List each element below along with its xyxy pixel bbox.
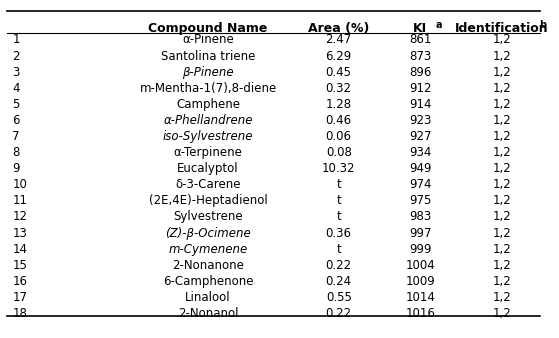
Text: 0.55: 0.55 (326, 291, 352, 304)
Text: 10.32: 10.32 (322, 162, 356, 175)
Text: 873: 873 (409, 50, 432, 63)
Text: 14: 14 (12, 243, 27, 256)
Text: t: t (337, 211, 341, 223)
Text: 923: 923 (409, 114, 432, 127)
Text: Area (%): Area (%) (308, 22, 369, 35)
Text: 1016: 1016 (405, 307, 435, 320)
Text: 2-Nonanol: 2-Nonanol (178, 307, 238, 320)
Text: 975: 975 (409, 194, 432, 207)
Text: Sylvestrene: Sylvestrene (173, 211, 243, 223)
Text: Identification: Identification (455, 22, 549, 35)
Text: 0.32: 0.32 (326, 82, 352, 95)
Text: Linalool: Linalool (186, 291, 231, 304)
Text: 1,2: 1,2 (492, 114, 511, 127)
Text: 1,2: 1,2 (492, 33, 511, 46)
Text: 1,2: 1,2 (492, 259, 511, 272)
Text: 1,2: 1,2 (492, 307, 511, 320)
Text: 999: 999 (409, 243, 432, 256)
Text: 934: 934 (409, 146, 432, 159)
Text: 861: 861 (409, 33, 432, 46)
Text: Santolina triene: Santolina triene (161, 50, 255, 63)
Text: t: t (337, 194, 341, 207)
Text: 997: 997 (409, 226, 432, 240)
Text: 1,2: 1,2 (492, 130, 511, 143)
Text: 12: 12 (12, 211, 27, 223)
Text: 1.28: 1.28 (326, 98, 352, 111)
Text: a: a (435, 20, 442, 30)
Text: 1,2: 1,2 (492, 211, 511, 223)
Text: α-Phellandrene: α-Phellandrene (163, 114, 253, 127)
Text: 1014: 1014 (405, 291, 435, 304)
Text: 1,2: 1,2 (492, 162, 511, 175)
Text: 13: 13 (12, 226, 27, 240)
Text: m-Cymenene: m-Cymenene (168, 243, 248, 256)
Text: t: t (337, 243, 341, 256)
Text: 1,2: 1,2 (492, 243, 511, 256)
Text: 6-Camphenone: 6-Camphenone (163, 275, 253, 288)
Text: 6.29: 6.29 (325, 50, 352, 63)
Text: b: b (539, 20, 546, 30)
Text: α-Terpinene: α-Terpinene (174, 146, 243, 159)
Text: 1,2: 1,2 (492, 291, 511, 304)
Text: KI: KI (413, 22, 428, 35)
Text: 3: 3 (12, 66, 20, 79)
Text: 1,2: 1,2 (492, 146, 511, 159)
Text: 1,2: 1,2 (492, 66, 511, 79)
Text: m-Mentha-1(7),8-diene: m-Mentha-1(7),8-diene (140, 82, 277, 95)
Text: 6: 6 (12, 114, 20, 127)
Text: 5: 5 (12, 98, 20, 111)
Text: 1,2: 1,2 (492, 50, 511, 63)
Text: 974: 974 (409, 178, 432, 191)
Text: Camphene: Camphene (176, 98, 240, 111)
Text: 17: 17 (12, 291, 27, 304)
Text: 9: 9 (12, 162, 20, 175)
Text: 0.06: 0.06 (326, 130, 352, 143)
Text: 2: 2 (12, 50, 20, 63)
Text: 912: 912 (409, 82, 432, 95)
Text: 4: 4 (12, 82, 20, 95)
Text: 10: 10 (12, 178, 27, 191)
Text: 983: 983 (409, 211, 432, 223)
Text: 1,2: 1,2 (492, 82, 511, 95)
Text: 1,2: 1,2 (492, 178, 511, 191)
Text: 16: 16 (12, 275, 27, 288)
Text: t: t (337, 178, 341, 191)
Text: 914: 914 (409, 98, 432, 111)
Text: δ-3-Carene: δ-3-Carene (176, 178, 241, 191)
Text: 2.47: 2.47 (325, 33, 352, 46)
Text: iso-Sylvestrene: iso-Sylvestrene (163, 130, 253, 143)
Text: 1004: 1004 (405, 259, 435, 272)
Text: 8: 8 (12, 146, 20, 159)
Text: 1,2: 1,2 (492, 226, 511, 240)
Text: 15: 15 (12, 259, 27, 272)
Text: 0.24: 0.24 (326, 275, 352, 288)
Text: β-Pinene: β-Pinene (182, 66, 234, 79)
Text: Eucalyptol: Eucalyptol (177, 162, 239, 175)
Text: 927: 927 (409, 130, 432, 143)
Text: 7: 7 (12, 130, 20, 143)
Text: 2-Nonanone: 2-Nonanone (172, 259, 244, 272)
Text: Compound Name: Compound Name (149, 22, 268, 35)
Text: 0.22: 0.22 (326, 259, 352, 272)
Text: 1,2: 1,2 (492, 194, 511, 207)
Text: 11: 11 (12, 194, 27, 207)
Text: 896: 896 (409, 66, 432, 79)
Text: (2E,4E)-Heptadienol: (2E,4E)-Heptadienol (149, 194, 268, 207)
Text: 0.45: 0.45 (326, 66, 352, 79)
Text: 0.08: 0.08 (326, 146, 352, 159)
Text: 0.46: 0.46 (326, 114, 352, 127)
Text: 1: 1 (12, 33, 20, 46)
Text: 1,2: 1,2 (492, 275, 511, 288)
Text: 1,2: 1,2 (492, 98, 511, 111)
Text: 0.22: 0.22 (326, 307, 352, 320)
Text: α-Pinene: α-Pinene (182, 33, 234, 46)
Text: 0.36: 0.36 (326, 226, 352, 240)
Text: 949: 949 (409, 162, 432, 175)
Text: (Z)-β-Ocimene: (Z)-β-Ocimene (165, 226, 251, 240)
Text: 1009: 1009 (405, 275, 435, 288)
Text: 18: 18 (12, 307, 27, 320)
